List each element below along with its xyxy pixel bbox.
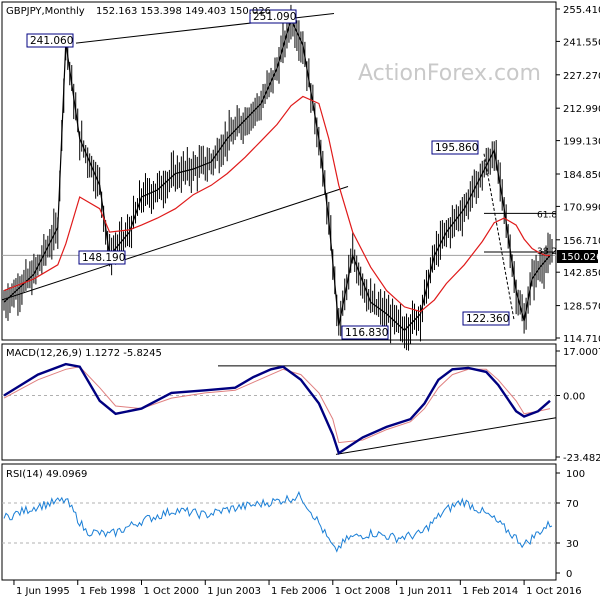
macd-ytick-label: -23.4823	[563, 453, 600, 464]
x-tick-label: 1 Jun 1995	[16, 586, 70, 597]
x-tick-label: 1 Feb 2006	[271, 586, 327, 597]
symbol-label: GBPJPY,Monthly	[6, 6, 85, 17]
x-tick-label: 1 Oct 2000	[143, 586, 198, 597]
rsi-ytick-label: 100	[566, 469, 585, 480]
price-ytick-label: 212.990	[563, 104, 600, 115]
price-ytick-label: 199.130	[563, 137, 600, 148]
price-ytick-label: 128.570	[563, 302, 600, 313]
axis-layer: 255.410 241.550 227.270 212.990 199.130 184.8…	[13, 5, 600, 597]
x-tick-label: 1 Oct 2008	[335, 586, 390, 597]
price-ytick-label: 114.710	[563, 334, 600, 345]
price-ytick-label: 255.410	[563, 5, 600, 16]
price-annotation-box	[341, 325, 389, 340]
price-annotation-box	[431, 140, 479, 155]
price-annotation-label: 195.860	[435, 142, 478, 154]
rsi-ytick-label: 30	[566, 539, 579, 550]
fib-382-label: 38.2	[537, 247, 557, 257]
rsi-panel	[1, 463, 557, 581]
x-tick-label: 1 Jun 2003	[207, 586, 261, 597]
x-tick-label: 1 Jun 2011	[399, 586, 453, 597]
x-tick-label: 1 Feb 1998	[80, 586, 136, 597]
x-tick-label: 1 Oct 2016	[526, 586, 581, 597]
price-ytick-label: 170.990	[563, 202, 600, 213]
price-ytick-label: 241.550	[563, 37, 600, 48]
macd-signal-line	[3, 366, 551, 444]
rsi-layer	[2, 490, 556, 553]
price-ytick-label: 184.850	[563, 170, 600, 181]
macd-line	[3, 362, 551, 455]
price-annotation-box	[26, 33, 74, 48]
macd-panel	[1, 343, 557, 461]
price-ytick-label: 142.850	[563, 268, 600, 279]
price-annotation-box	[462, 311, 510, 326]
price-layer: 241.060 251.090 148.190 116.830 195.860 122.3…	[1, 4, 557, 351]
macd-layer	[2, 362, 557, 455]
macd-support-line	[335, 417, 557, 455]
price-series-line	[3, 17, 551, 332]
rsi-line	[3, 490, 553, 553]
price-annotation-label: 251.090	[253, 11, 296, 23]
price-ytick-label: 156.710	[563, 236, 600, 247]
price-annotation-label: 122.360	[466, 313, 509, 325]
macd-ytick-label: 17.0007	[563, 347, 600, 358]
fib-618-label: 61.8	[537, 210, 557, 220]
price-annotation-label: 116.830	[345, 327, 388, 339]
macd-title: MACD(12,26,9) 1.1272 -5.8245	[6, 348, 162, 359]
price-annotation-label: 241.060	[30, 35, 73, 47]
macd-ytick-label: 0.00	[563, 392, 585, 403]
last-price-tag	[557, 250, 598, 263]
last-price-label: 150.026	[561, 252, 600, 263]
price-annotation-box	[249, 9, 297, 24]
moving-average-line	[3, 95, 550, 313]
rsi-ytick-label: 70	[566, 499, 579, 510]
rsi-ytick-label: 0	[566, 569, 572, 580]
ohlc-label: 152.163 153.398 149.403 150.026	[96, 6, 271, 17]
x-tick-label: 1 Feb 2014	[462, 586, 518, 597]
price-annotation-label: 148.190	[82, 252, 125, 264]
price-ytick-label: 227.270	[563, 71, 600, 82]
watermark: ActionForex.com	[358, 61, 541, 86]
support-trendline	[1, 186, 349, 301]
rsi-title: RSI(14) 49.0969	[6, 469, 87, 480]
fib-retrace-line	[483, 153, 515, 320]
price-annotation-box	[78, 250, 126, 265]
